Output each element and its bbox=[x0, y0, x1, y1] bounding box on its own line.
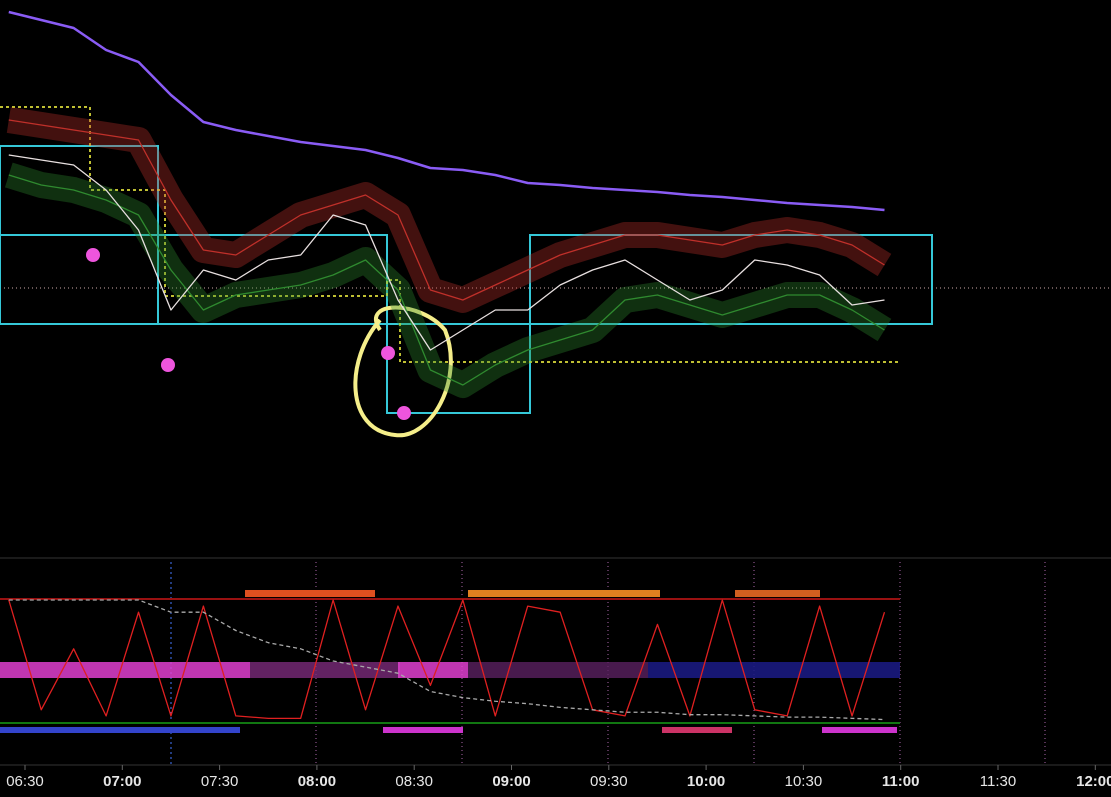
band-line bbox=[8, 119, 885, 301]
x-tick-label: 07:00 bbox=[103, 773, 141, 790]
x-tick-label: 10:00 bbox=[687, 773, 725, 790]
x-tick-label: 10:30 bbox=[785, 773, 823, 790]
momentum-strip bbox=[648, 662, 900, 678]
x-tick-label: 11:30 bbox=[980, 773, 1016, 790]
heat-strip bbox=[245, 590, 375, 597]
x-tick-label: 11:00 bbox=[882, 773, 920, 790]
x-tick-label: 06:30 bbox=[6, 773, 44, 790]
heat-strip bbox=[735, 590, 820, 597]
signal-dots bbox=[86, 248, 411, 420]
heat-strip bbox=[468, 590, 660, 597]
momentum-strip bbox=[0, 662, 250, 678]
band-line bbox=[8, 174, 885, 386]
momentum-strip bbox=[468, 662, 648, 678]
series-line bbox=[8, 10, 885, 212]
levels bbox=[0, 106, 900, 363]
state-strip bbox=[822, 727, 897, 733]
state-strip bbox=[662, 727, 732, 733]
x-tick-label: 09:00 bbox=[492, 773, 530, 790]
x-tick-label: 09:30 bbox=[590, 773, 628, 790]
series-line bbox=[8, 154, 885, 351]
state-strip bbox=[0, 727, 240, 733]
x-tick-label: 12:00 bbox=[1076, 773, 1111, 790]
x-tick-label: 07:30 bbox=[201, 773, 239, 790]
series-line bbox=[8, 599, 886, 719]
x-tick-label: 08:30 bbox=[395, 773, 433, 790]
x-tick-label: 08:00 bbox=[298, 773, 336, 790]
momentum-strip bbox=[398, 662, 468, 678]
series-line bbox=[8, 599, 885, 721]
highlight-circle bbox=[353, 305, 453, 438]
state-strip bbox=[383, 727, 463, 733]
